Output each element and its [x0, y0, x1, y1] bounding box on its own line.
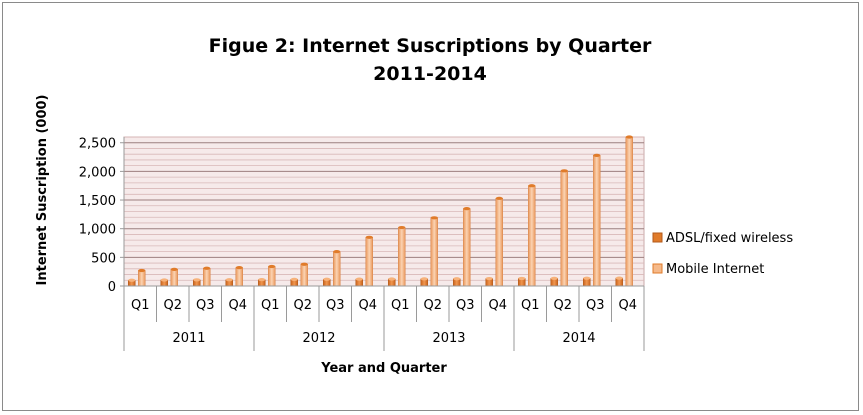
bar-mobile-cap	[593, 153, 601, 157]
bar-mobile-cap	[365, 235, 373, 239]
quarter-label: Q1	[131, 298, 150, 313]
legend: ADSL/fixed wireless Mobile Internet	[652, 231, 793, 277]
quarter-label: Q2	[163, 298, 182, 313]
bar-mobile-cap	[203, 266, 211, 270]
bar-mobile	[138, 270, 146, 287]
quarter-label: Q1	[391, 298, 410, 313]
bar-mobile	[268, 266, 276, 287]
quarter-label: Q4	[488, 298, 507, 313]
quarter-label: Q4	[358, 298, 377, 313]
legend-adsl-label: ADSL/fixed wireless	[666, 231, 793, 246]
bar-adsl-cap	[355, 277, 363, 281]
bar-mobile	[463, 208, 471, 287]
legend-mobile-swatch	[652, 263, 663, 274]
bar-mobile-cap	[268, 264, 276, 269]
x-axis: Q1 Q2 Q3 Q4 Q1 Q2 Q3 Q4 Q1 Q2 Q3 Q4 Q1 Q2 Q3 Q4 2011 2012…	[123, 285, 645, 351]
y-tick-label: 1,500	[79, 194, 116, 209]
year-label: 2014	[562, 331, 595, 346]
bar-mobile	[365, 237, 373, 287]
bar-mobile	[430, 217, 438, 287]
legend-mobile-label: Mobile Internet	[666, 262, 764, 277]
gridlines	[124, 136, 644, 281]
bar-mobile-cap	[430, 216, 438, 220]
year-label: 2011	[172, 331, 205, 346]
chart-border	[2, 2, 859, 411]
quarter-label: Q4	[228, 298, 247, 313]
bar-mobile	[593, 155, 601, 287]
x-axis-title: Year and Quarter	[320, 361, 447, 376]
bar-adsl-cap	[225, 278, 233, 282]
y-tick-label: 2,000	[79, 165, 116, 180]
quarter-label: Q2	[553, 298, 572, 313]
quarter-label: Q2	[423, 298, 442, 313]
bar-mobile	[398, 227, 406, 287]
bar-mobile-cap	[625, 135, 633, 139]
bar-adsl-cap	[193, 278, 201, 282]
bar-mobile-cap	[495, 196, 503, 200]
bar-mobile	[495, 198, 503, 287]
year-label: 2012	[302, 331, 335, 346]
bar-adsl-cap	[420, 277, 428, 281]
quarter-label: Q3	[586, 298, 605, 313]
quarter-label: Q3	[456, 298, 475, 313]
bar-mobile-cap	[463, 207, 471, 211]
bar-mobile	[203, 267, 211, 287]
y-axis: 0 500 1,000 1,500 2,000 2,500	[79, 137, 125, 295]
bar-adsl-cap	[550, 276, 558, 280]
bar-mobile-cap	[333, 250, 341, 254]
bar-mobile-cap	[170, 267, 178, 271]
bar-mobile-cap	[560, 169, 568, 173]
bar-mobile-cap	[398, 225, 406, 230]
bar-mobile-cap	[300, 262, 308, 266]
bar-adsl-cap	[518, 276, 526, 281]
bar-adsl-cap	[160, 278, 168, 282]
y-tick-label: 0	[108, 280, 116, 295]
bar-mobile	[560, 170, 568, 287]
bar-adsl-cap	[128, 278, 136, 282]
bar-adsl-cap	[453, 277, 461, 281]
quarter-label: Q4	[618, 298, 637, 313]
bar-mobile-cap	[528, 184, 536, 188]
quarter-label: Q3	[196, 298, 215, 313]
quarter-label: Q1	[521, 298, 540, 313]
y-tick-label: 1,000	[79, 223, 116, 238]
bar-mobile	[625, 136, 633, 287]
bar-adsl-cap	[290, 277, 298, 282]
bar-adsl-cap	[583, 276, 591, 280]
y-tick-label: 500	[91, 251, 116, 266]
legend-adsl-swatch	[652, 232, 663, 243]
bar-mobile	[170, 269, 178, 287]
year-label: 2013	[432, 331, 465, 346]
bar-mobile	[235, 267, 243, 287]
quarter-label: Q3	[326, 298, 345, 313]
chart-subtitle: 2011-2014	[373, 63, 487, 85]
quarter-label: Q2	[293, 298, 312, 313]
chart-title: Figue 2: Internet Suscriptions by Quarte…	[209, 35, 652, 57]
bar-adsl-cap	[388, 277, 396, 281]
bar-adsl-cap	[485, 276, 493, 281]
bar-adsl-cap	[258, 277, 266, 282]
bar-mobile	[300, 263, 308, 287]
bar-mobile-cap	[138, 268, 146, 273]
bar-mobile	[528, 185, 536, 287]
bar-adsl-cap	[615, 276, 623, 280]
quarter-label: Q1	[261, 298, 280, 313]
bar-adsl-cap	[323, 277, 331, 281]
y-axis-title: Internet Suscription (000)	[35, 95, 50, 286]
bar-mobile	[333, 251, 341, 287]
bar-mobile-cap	[235, 266, 243, 270]
y-tick-label: 2,500	[79, 137, 116, 152]
